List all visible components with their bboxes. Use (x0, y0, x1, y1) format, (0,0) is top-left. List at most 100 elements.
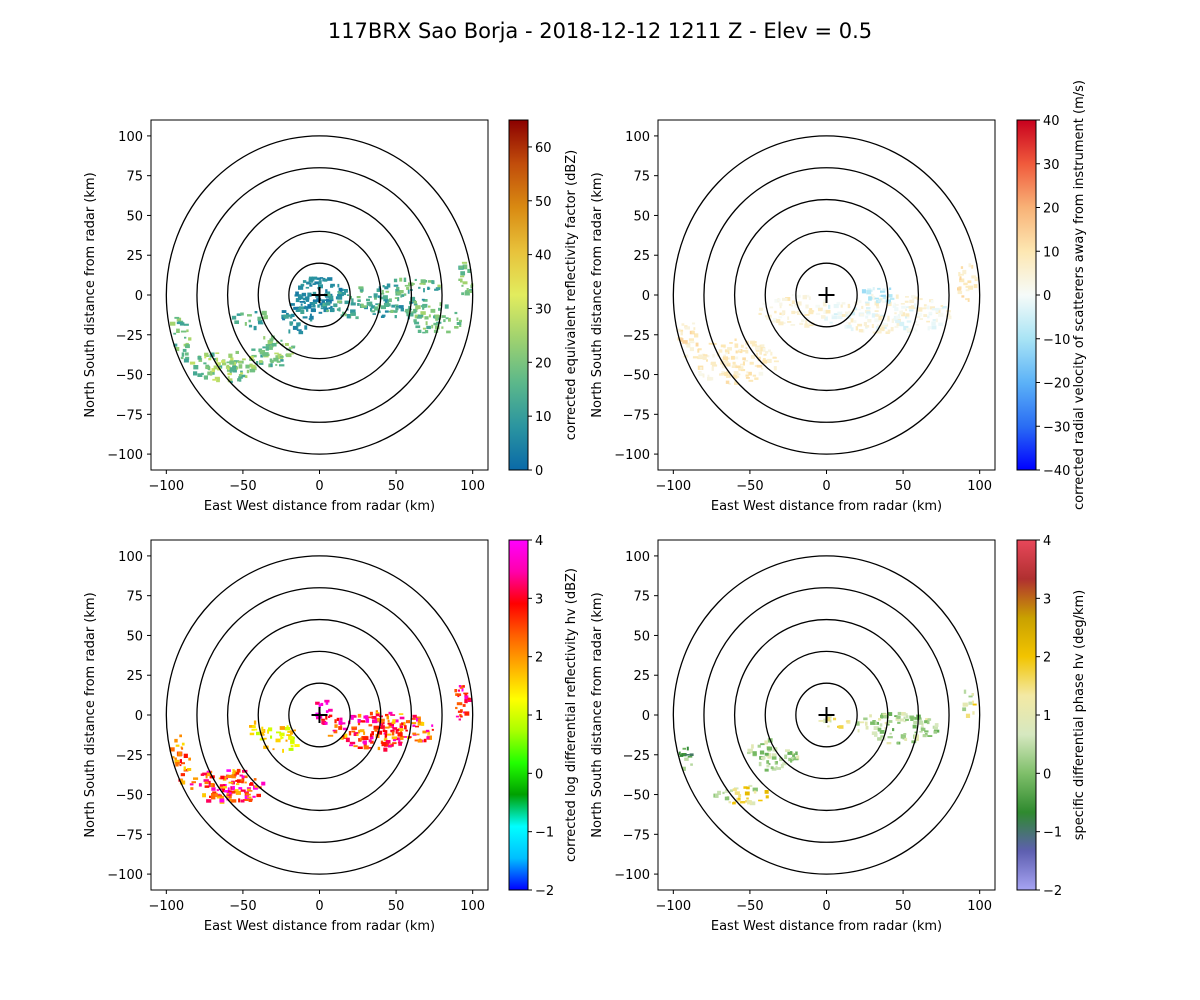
echo-gate (344, 313, 347, 317)
echo-gate (362, 305, 367, 308)
echo-gate (697, 348, 702, 351)
echo-gate (689, 347, 694, 352)
echo-gate (687, 756, 693, 758)
echo-gate (397, 297, 400, 302)
echo-gate (226, 790, 232, 793)
y-tick-label: 0 (642, 289, 650, 304)
echo-gate (406, 287, 410, 290)
echo-gate (338, 307, 341, 312)
echo-gate (461, 688, 464, 692)
range-ring-100km (672, 135, 981, 455)
echo-gate (418, 718, 421, 723)
colorbar-tick-label: −40 (1043, 464, 1070, 479)
echo-gate (248, 798, 253, 802)
echo-gate (706, 359, 708, 362)
echo-gate (973, 284, 978, 289)
echo-gate (763, 353, 767, 356)
echo-gate (905, 718, 909, 721)
y-tick-label: −75 (116, 828, 143, 843)
echo-gate (464, 699, 468, 704)
echo-gate (965, 289, 970, 292)
echo-gate (792, 753, 796, 757)
colorbar-tick-label: 0 (535, 464, 543, 479)
echo-gate (446, 330, 451, 334)
echo-gate (384, 300, 388, 303)
echo-gate (775, 761, 778, 764)
echo-gate (919, 318, 923, 320)
echo-gate (337, 294, 342, 297)
echo-gate (759, 307, 763, 311)
range-ring-60km (226, 198, 413, 392)
echo-gate (380, 292, 385, 295)
echo-gate (379, 721, 384, 724)
echo-gate (808, 323, 814, 325)
echo-gate (358, 729, 361, 734)
x-tick-label: 100 (460, 899, 485, 914)
echo-gate (292, 325, 298, 330)
echo-gate (229, 360, 235, 365)
echo-gate (398, 728, 404, 732)
echo-gate (325, 289, 328, 293)
echo-gate (874, 318, 880, 323)
echo-gate (875, 326, 880, 331)
echo-gate (218, 786, 224, 789)
echo-gate (275, 364, 278, 366)
echo-gate (391, 731, 395, 736)
echo-gate (222, 788, 226, 793)
echo-gate (401, 294, 405, 297)
echo-gate (417, 739, 423, 743)
x-tick-label: 100 (967, 899, 992, 914)
echo-gate (397, 732, 403, 737)
echo-gate (731, 365, 736, 368)
echo-gate (181, 742, 185, 746)
echo-gate (234, 360, 240, 362)
echo-gate (799, 322, 804, 325)
echo-gate (426, 736, 430, 740)
echo-gate (734, 343, 739, 348)
echo-gate (423, 282, 426, 285)
echo-gate (370, 307, 373, 312)
echo-gate (756, 352, 758, 357)
echo-gate (260, 737, 263, 741)
echo-gate (209, 795, 213, 798)
echo-gate (222, 776, 227, 781)
echo-gate (947, 315, 952, 320)
echo-gate (183, 343, 186, 347)
echo-gate (714, 793, 719, 798)
echo-gate (391, 743, 394, 747)
echo-gate (259, 361, 264, 365)
echo-gate (219, 784, 226, 789)
echo-gate (392, 742, 397, 745)
echo-gate (212, 791, 217, 794)
echo-gate (822, 301, 827, 307)
echo-gate (460, 278, 463, 283)
echo-gate (261, 781, 266, 786)
echo-gate (219, 798, 225, 803)
echo-gate (282, 317, 286, 321)
echo-gate (180, 773, 185, 777)
echo-gate (422, 730, 427, 734)
y-tick-label: −100 (107, 448, 143, 463)
echo-gate (908, 306, 914, 309)
colorbar: −2 −1 0 1 2 3 4 corrected log differential refl… (508, 534, 579, 899)
echo-gate (224, 790, 229, 793)
echo-gate (369, 711, 373, 716)
echo-gate (240, 789, 246, 792)
echo-gate (740, 801, 746, 804)
echo-gate (795, 751, 798, 755)
echo-gate (328, 708, 333, 712)
echo-gate (309, 318, 313, 322)
echo-gate (905, 296, 909, 298)
echo-gate (377, 730, 383, 735)
echo-gate (460, 715, 463, 718)
echo-gate (205, 774, 208, 779)
echo-gate (469, 290, 473, 293)
range-ring-100km (672, 555, 981, 875)
echo-gate (323, 278, 328, 281)
x-tick-label: −50 (229, 479, 256, 494)
echo-gate (337, 283, 340, 288)
echo-gate (764, 351, 769, 354)
echo-gate (699, 367, 703, 370)
echo-gate (320, 702, 324, 706)
echo-gate (251, 365, 256, 369)
